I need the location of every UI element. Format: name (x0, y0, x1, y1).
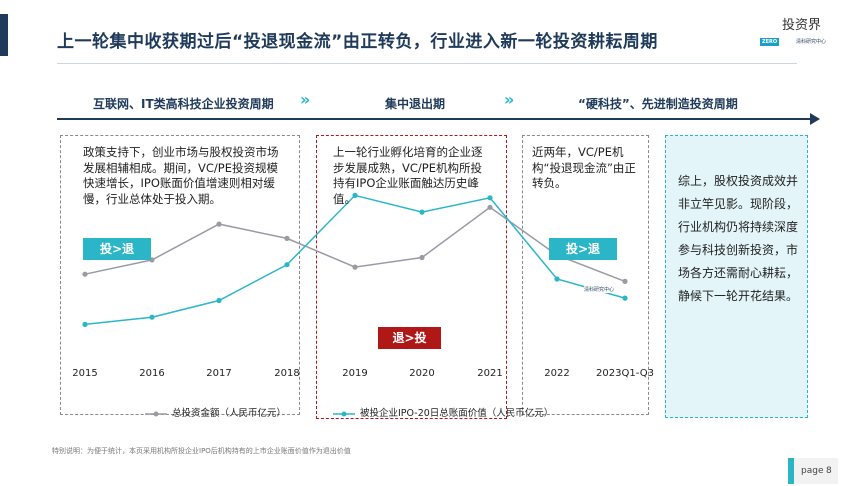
phase-label-1: 互联网、IT类高科技企业投资周期 (93, 97, 274, 111)
summary-text: 综上，股权投资成效并非立竿见影。现阶段，行业机构仍将持续深度参与科技创新投资，市… (678, 174, 799, 303)
legend-marker-gray (145, 411, 167, 416)
header-divider (57, 63, 797, 64)
data-point (487, 204, 493, 210)
period-description-1: 政策支持下，创业市场与股权投资市场发展相辅相成。期间，VC/PE投资规模快速增长… (83, 145, 279, 206)
timeline-arrow-icon (810, 113, 820, 125)
page-number: 8 (826, 466, 832, 476)
x-tick-label: 2018 (274, 368, 299, 379)
page-title: 上一轮集中收获期过后“投退现金流”由正转负，行业进入新一轮投资耕耘周期 (57, 32, 658, 52)
x-tick-label: 2019 (342, 368, 367, 379)
data-point (149, 314, 155, 320)
logo-text: 投资界 (782, 18, 822, 33)
period-description-3: 近两年，VC/PE机构“投退现金流”由正转负。 (532, 145, 636, 190)
data-point (82, 271, 88, 277)
period-box-1 (60, 135, 300, 415)
invest-over-exit-badge: 投>退 (549, 238, 617, 260)
x-tick-label: 2016 (139, 368, 164, 379)
x-tick-label: 2021 (477, 368, 502, 379)
data-point (352, 192, 358, 198)
period-description-2: 上一轮行业孵化培育的企业逐步发展成熟，VC/PE机构所投持有IPO企业账面触达历… (333, 145, 483, 206)
data-point (216, 221, 222, 227)
legend-item-ipo-value: 被投企业IPO-20日总账面价值（人民币亿元） (333, 405, 553, 419)
logo-badge: ZERO (760, 38, 780, 46)
data-point (622, 295, 628, 301)
series-line-0 (84, 206, 626, 283)
x-tick-label: 2015 (72, 368, 97, 379)
period-box-3 (522, 135, 649, 415)
data-point (284, 235, 290, 241)
footnote: 特别说明：为便于统计，本页采用机构所投企业IPO后机构持有的上市企业账面价值作为… (52, 447, 351, 455)
logo: 投资界 ZERO 清科研究中心 (760, 14, 860, 58)
data-point (487, 195, 493, 201)
data-point (352, 264, 358, 270)
summary-box (665, 135, 808, 418)
logo-subtext: 清科研究中心 (796, 39, 827, 45)
legend-marker-teal (333, 411, 355, 416)
chevron-right-icon: » (300, 90, 311, 109)
legend-label: 被投企业IPO-20日总账面价值（人民币亿元） (360, 408, 554, 419)
exit-over-invest-badge: 退>投 (378, 327, 441, 349)
x-tick-label: 2023Q1-Q3 (596, 368, 654, 379)
legend-label: 总投资金额（人民币亿元） (172, 408, 287, 419)
period-box-2 (316, 135, 507, 419)
data-point (554, 276, 560, 282)
chevron-right-icon: » (504, 90, 515, 109)
data-point (82, 321, 88, 327)
x-tick-label: 2022 (544, 368, 569, 379)
timeline-line (57, 118, 817, 120)
page-indicator (788, 458, 838, 484)
watermark-logo: 清科研究中心 (584, 286, 615, 293)
data-point (216, 297, 222, 304)
x-tick-label: 2020 (409, 368, 434, 379)
data-point (622, 278, 628, 284)
phase-label-3: “硬科技”、先进制造投资周期 (578, 97, 738, 111)
title-accent-bar (0, 14, 8, 56)
invest-over-exit-badge: 投>退 (83, 238, 151, 260)
phase-label-2: 集中退出期 (385, 97, 446, 111)
data-point (284, 262, 290, 268)
x-tick-label: 2017 (206, 368, 231, 379)
page-accent (788, 458, 794, 484)
legend-item-total-investment: 总投资金额（人民币亿元） (145, 405, 286, 419)
data-point (419, 209, 425, 215)
data-point (419, 254, 425, 261)
page-label: page (801, 466, 824, 476)
series-line-1 (84, 194, 626, 326)
